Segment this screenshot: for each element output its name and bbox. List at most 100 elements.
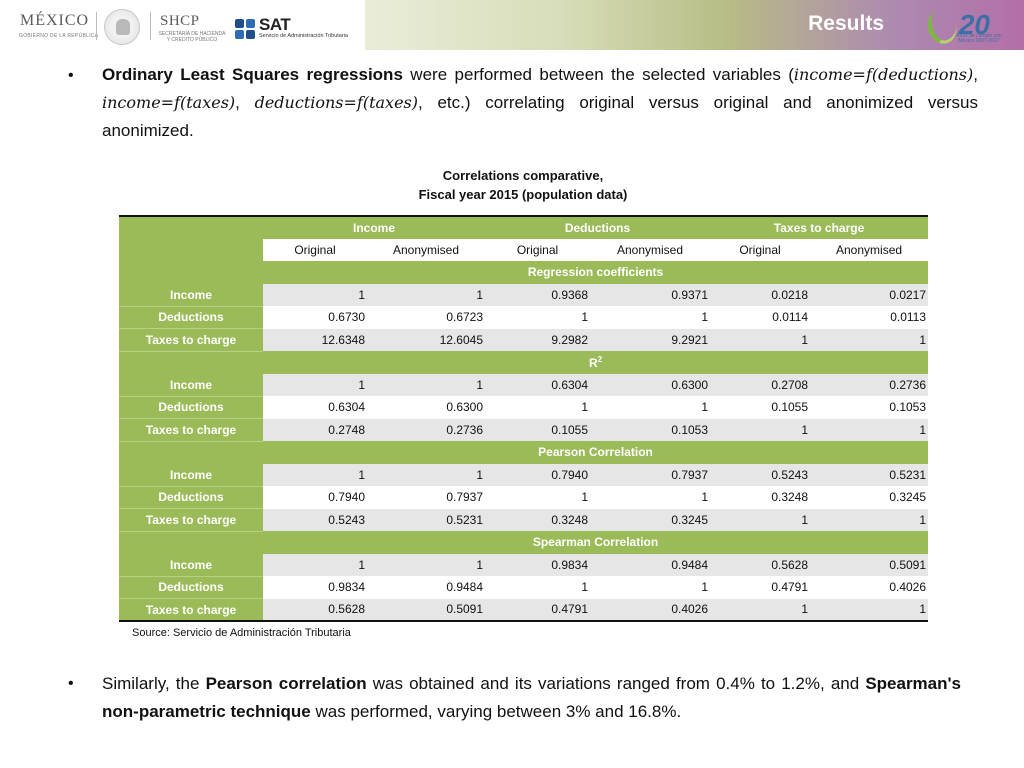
summary-bold-pearson: Pearson correlation — [205, 674, 367, 693]
value-cell: 1 — [810, 598, 929, 621]
column-subheader: Original — [710, 238, 811, 261]
value-cell: 9.2982 — [485, 328, 591, 351]
section-title: Regression coefficients — [263, 261, 929, 284]
value-cell: 0.6300 — [367, 396, 486, 419]
summary-text-b: was obtained and its variations ranged f… — [366, 674, 866, 693]
group-header-row: Income Deductions Taxes to charge — [119, 216, 929, 239]
value-cell: 0.4791 — [710, 576, 811, 599]
value-cell: 0.3245 — [810, 486, 929, 509]
value-cell: 0.5231 — [367, 508, 486, 531]
column-subheader: Anonymised — [590, 238, 711, 261]
value-cell: 0.9371 — [590, 283, 711, 306]
subheader-row: Original Anonymised Original Anonymised Orig… — [119, 238, 929, 261]
row-label: Taxes to charge — [119, 598, 263, 622]
value-cell: 1 — [710, 508, 811, 531]
table-row: Deductions 0.7940 0.7937 1 1 0.3248 0.3245 — [119, 486, 929, 509]
value-cell: 0.7940 — [485, 463, 591, 486]
caption-line-1: Correlations comparative, — [442, 168, 604, 183]
value-cell: 1 — [367, 553, 486, 576]
section-title-row: Regression coefficients — [119, 261, 929, 284]
title-banner: Results 20 Años de cumplir con México 19… — [365, 0, 1024, 50]
value-cell: 9.2921 — [590, 328, 711, 351]
value-cell: 1 — [367, 463, 486, 486]
value-cell: 1 — [485, 486, 591, 509]
value-cell: 0.6300 — [590, 373, 711, 396]
section-title-text: R — [588, 355, 598, 370]
row-label-spacer — [119, 351, 263, 374]
value-cell: 1 — [485, 306, 591, 329]
value-cell: 0.7940 — [263, 486, 367, 509]
section-title-row: R2 — [119, 351, 929, 374]
sat-logo-text: SAT — [259, 15, 291, 34]
sep-1: , — [973, 65, 978, 84]
mexico-logo-subtitle: GOBIERNO DE LA REPÚBLICA — [19, 33, 99, 39]
table-row: Deductions 0.9834 0.9484 1 1 0.4791 0.4026 — [119, 576, 929, 599]
ols-text-a: were performed between the selected vari… — [402, 65, 794, 84]
table-caption: Correlations comparative, Fiscal year 20… — [0, 166, 1024, 204]
value-cell: 0.6723 — [367, 306, 486, 329]
table-row: Income 1 1 0.6304 0.6300 0.2708 0.2736 — [119, 373, 929, 397]
value-cell: 0.9484 — [590, 553, 711, 576]
value-cell: 1 — [590, 396, 711, 419]
anniversary-subtitle: Años de cumplir con México 1997-2017 — [956, 33, 1002, 44]
slide-title: Results — [808, 12, 884, 35]
row-label: Deductions — [119, 396, 263, 419]
section-title: R2 — [263, 351, 929, 374]
table-row: Taxes to charge 0.2748 0.2736 0.1055 0.1053 1… — [119, 418, 929, 442]
section-title-text: Spearman Correlation — [532, 535, 659, 550]
logo-strip: MÉXICO GOBIERNO DE LA REPÚBLICA SHCP SEC… — [0, 0, 365, 50]
formula-income-deductions: income=f(deductions) — [793, 65, 974, 84]
value-cell: 0.5243 — [263, 508, 367, 531]
value-cell: 0.5243 — [710, 463, 811, 486]
value-cell: 0.5628 — [710, 553, 811, 576]
value-cell: 0.7937 — [590, 463, 711, 486]
column-subheader: Anonymised — [367, 238, 486, 261]
value-cell: 1 — [810, 328, 929, 351]
value-cell: 1 — [710, 598, 811, 621]
row-label-spacer — [119, 261, 263, 284]
value-cell: 1 — [710, 328, 811, 351]
summary-paragraph: Similarly, the Pearson correlation was o… — [102, 670, 961, 726]
section-title: Spearman Correlation — [263, 531, 929, 554]
value-cell: 0.3248 — [485, 508, 591, 531]
value-cell: 0.1055 — [485, 418, 591, 441]
value-cell: 0.9484 — [367, 576, 486, 599]
bullet-dot-icon: • — [68, 67, 74, 84]
summary-text-a: Similarly, the — [102, 674, 206, 693]
value-cell: 1 — [263, 373, 367, 396]
value-cell: 0.5231 — [810, 463, 929, 486]
value-cell: 1 — [590, 306, 711, 329]
shcp-logo-subtitle: SECRETARÍA DE HACIENDA Y CRÉDITO PÚBLICO — [158, 31, 226, 43]
row-label-spacer — [119, 531, 263, 554]
mexico-logo-text: MÉXICO — [20, 12, 90, 29]
row-label: Income — [119, 283, 263, 307]
value-cell: 1 — [590, 486, 711, 509]
value-cell: 0.5091 — [810, 553, 929, 576]
sat-logo-icon — [235, 19, 255, 39]
table-row: Income 1 1 0.9368 0.9371 0.0218 0.0217 — [119, 283, 929, 307]
value-cell: 0.2736 — [810, 373, 929, 396]
value-cell: 1 — [367, 283, 486, 306]
formula-income-taxes: income=f(taxes) — [102, 93, 236, 112]
value-cell: 0.6304 — [485, 373, 591, 396]
value-cell: 0.4026 — [810, 576, 929, 599]
value-cell: 0.2748 — [263, 418, 367, 441]
table-row: Taxes to charge 12.6348 12.6045 9.2982 9.292… — [119, 328, 929, 352]
row-label: Income — [119, 553, 263, 577]
value-cell: 1 — [485, 396, 591, 419]
row-label: Income — [119, 463, 263, 487]
column-subheader: Original — [263, 238, 367, 261]
value-cell: 0.0114 — [710, 306, 811, 329]
corner-cell — [119, 216, 263, 239]
value-cell: 0.6730 — [263, 306, 367, 329]
value-cell: 1 — [263, 553, 367, 576]
column-subheader: Anonymised — [810, 238, 929, 261]
group-header: Taxes to charge — [710, 216, 929, 239]
value-cell: 0.6304 — [263, 396, 367, 419]
value-cell: 0.1055 — [710, 396, 811, 419]
section-title-row: Pearson Correlation — [119, 441, 929, 464]
value-cell: 0.4026 — [590, 598, 711, 621]
value-cell: 1 — [810, 418, 929, 441]
shcp-logo-text: SHCP — [160, 13, 200, 29]
ols-paragraph: Ordinary Least Squares regressions were … — [102, 61, 978, 145]
